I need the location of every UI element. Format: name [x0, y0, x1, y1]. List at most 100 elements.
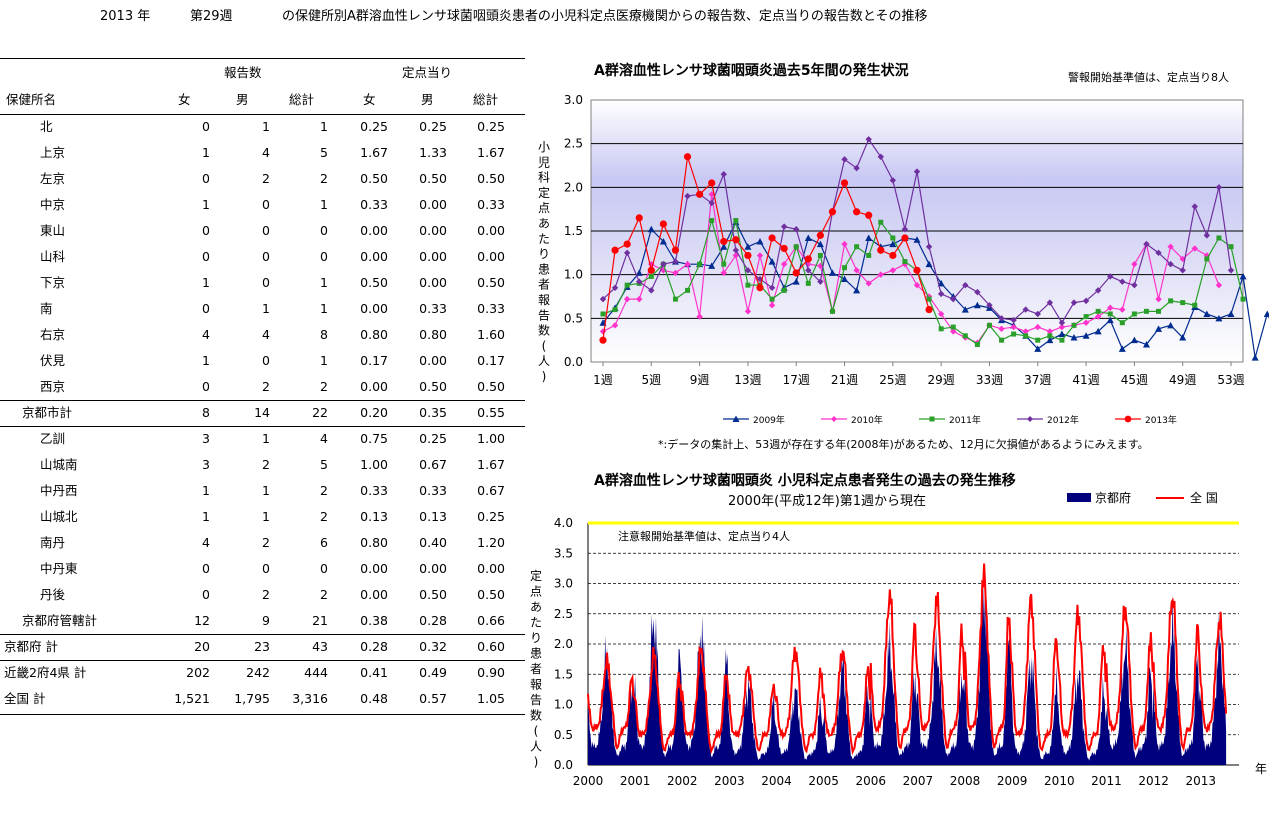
chart1-ylabel-char: 人 — [538, 354, 550, 368]
table-row: 中京 1 0 1 0.33 0.00 0.33 — [0, 192, 527, 218]
chart1-point — [1058, 330, 1066, 338]
chart1-point — [768, 234, 776, 242]
chart1-point — [901, 234, 909, 242]
chart1-point — [1047, 333, 1053, 339]
table-row: 丹後 0 2 2 0.00 0.50 0.50 — [0, 582, 527, 608]
row-value: 0.41 — [360, 665, 388, 680]
row-value: 0.00 — [419, 223, 447, 238]
chart1-point — [986, 322, 992, 328]
chart2-ytick-label: 3.0 — [554, 577, 573, 591]
table-column-header: 保健所名 女 男 総計 女 男 総計 — [0, 87, 527, 113]
chart1-ylabel-char: 報 — [538, 293, 550, 307]
row-value: 0 — [262, 197, 270, 212]
chart1-point — [768, 302, 776, 309]
row-name: 京都市計 — [22, 405, 73, 420]
chart1-point — [1156, 308, 1162, 314]
chart1-point — [792, 278, 800, 285]
header-title: の保健所別A群溶血性レンサ球菌咽頭炎患者の小児科定点医療機関からの報告数、定点当… — [282, 9, 928, 24]
row-name: 丹後 — [40, 587, 66, 602]
chart1-point — [1227, 267, 1235, 274]
row-value: 0 — [262, 223, 270, 238]
row-name: 全国 計 — [4, 691, 46, 706]
chart1-point — [890, 235, 896, 241]
chart2-kyoto-area — [588, 581, 1227, 765]
chart1-point — [1167, 243, 1174, 250]
row-value: 5 — [320, 145, 328, 160]
table-row: 左京 0 2 2 0.50 0.50 0.50 — [0, 166, 527, 192]
row-value: 1.33 — [419, 145, 447, 160]
chart1-point — [1058, 323, 1066, 331]
row-name: 下京 — [40, 275, 66, 290]
chart1-point — [1118, 345, 1126, 352]
chart2-xtick-label: 2000 — [573, 774, 604, 788]
chart1-point — [745, 282, 751, 288]
row-value: 0.25 — [477, 509, 505, 524]
row-name: 近畿2府4県 計 — [4, 665, 87, 680]
chart1-point — [1203, 232, 1211, 239]
chart1-point — [781, 287, 787, 293]
chart1-ytick-label: 3.0 — [564, 93, 583, 107]
row-value: 0 — [202, 249, 210, 264]
chart2-ylabel-char: 者 — [530, 662, 542, 676]
chart1-ytick-label: 2.5 — [564, 137, 583, 151]
chart1-point — [1130, 336, 1138, 344]
row-value: 0.80 — [360, 327, 388, 342]
chart1-point — [756, 284, 764, 292]
chart1-point — [1215, 184, 1223, 191]
chart1-point — [1192, 302, 1198, 308]
chart1-point — [925, 293, 933, 300]
row-value: 1 — [202, 145, 210, 160]
row-value: 0.32 — [419, 639, 447, 654]
chart1-point — [840, 179, 849, 187]
chart1-point — [697, 261, 703, 267]
row-value: 14 — [254, 405, 270, 420]
chart1-point — [999, 337, 1005, 343]
chart1-point — [611, 284, 619, 291]
chart1-point — [624, 282, 630, 288]
row-value: 0.50 — [477, 379, 505, 394]
row-value: 0.00 — [477, 561, 505, 576]
row-value: 1 — [320, 197, 328, 212]
row-value: 1 — [262, 509, 270, 524]
chart1-point — [925, 306, 933, 314]
row-value: 8 — [320, 327, 328, 342]
row-name: 東山 — [40, 223, 66, 238]
table-row: 伏見 1 0 1 0.17 0.00 0.17 — [0, 348, 527, 374]
chart1-point — [889, 240, 897, 248]
chart1-point — [841, 156, 848, 163]
chart1-point — [853, 267, 860, 274]
row-value: 0.00 — [360, 561, 388, 576]
row-value: 2 — [320, 171, 328, 186]
chart1-point — [804, 234, 812, 241]
chart1-ylabel-char: 定 — [538, 185, 550, 200]
chart2-ytick-label: 2.5 — [554, 607, 573, 621]
col-header: 総計 — [473, 92, 499, 107]
chart2-ytick-label: 2.0 — [554, 637, 573, 651]
row-name: 南丹 — [40, 535, 66, 550]
row-name: 右京 — [40, 327, 66, 342]
row-name: 乙訓 — [40, 431, 66, 446]
group-reports-label: 報告数 — [224, 65, 262, 80]
header-year: 2013 年 — [100, 9, 151, 24]
chart1-point — [611, 246, 619, 254]
row-value: 0.00 — [419, 561, 447, 576]
chart2-xtick-label: 2011 — [1091, 774, 1122, 788]
row-value: 1 — [202, 197, 210, 212]
row-value: 0.40 — [419, 535, 447, 550]
chart1-point — [853, 164, 860, 172]
chart1-point — [1216, 235, 1222, 241]
chart1-point — [973, 301, 981, 309]
chart2-ylabel-char: た — [530, 616, 542, 630]
chart2-xtick-label: 2008 — [950, 774, 981, 788]
chart1-point — [913, 168, 921, 175]
col-header: 男 — [236, 92, 249, 107]
row-value: 0.49 — [419, 665, 447, 680]
chart1-alert-note: 警報開始基準値は、定点当り8人 — [1068, 70, 1229, 84]
row-value: 20 — [194, 639, 210, 654]
chart1-point — [1155, 295, 1162, 303]
chart1-point — [1204, 256, 1210, 262]
row-value: 6 — [320, 535, 328, 550]
row-value: 0.55 — [477, 405, 505, 420]
chart1-point — [1240, 296, 1246, 302]
chart1-point — [1010, 316, 1017, 324]
